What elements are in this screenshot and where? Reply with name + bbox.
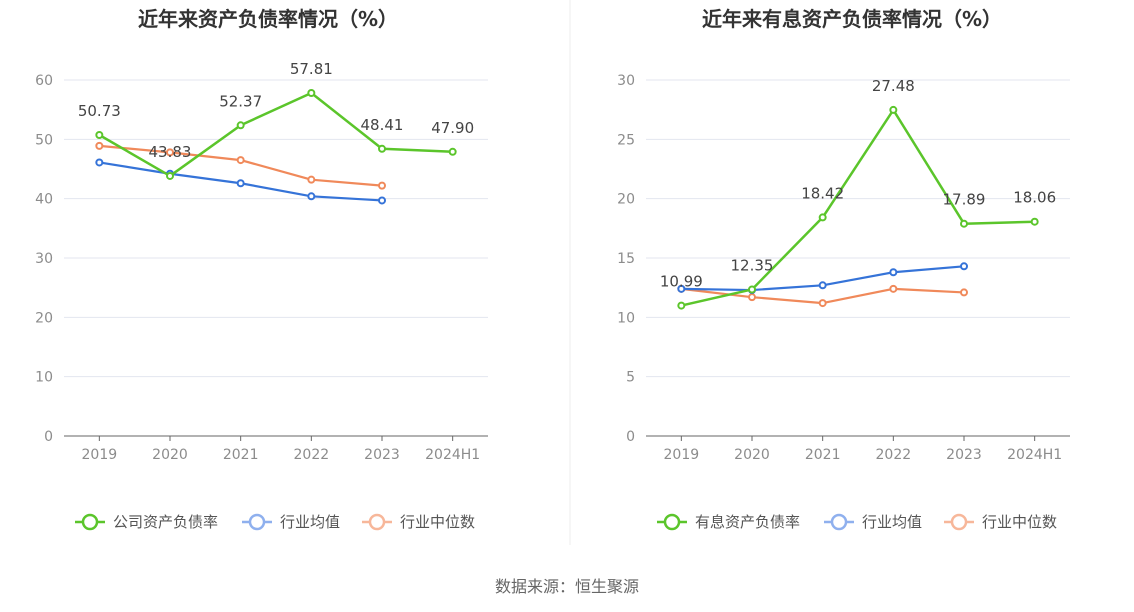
x-tick-label: 2020 <box>734 447 770 463</box>
y-tick-label: 30 <box>35 251 53 267</box>
y-tick-label: 30 <box>617 73 635 89</box>
y-tick-label: 15 <box>617 251 635 267</box>
data-point-company <box>166 171 174 180</box>
data-point-avg <box>307 192 316 201</box>
data-point-median <box>307 175 316 184</box>
data-point-company <box>448 147 457 156</box>
y-tick-label: 40 <box>35 192 53 208</box>
y-tick-label: 10 <box>35 370 53 386</box>
x-tick-label: 2019 <box>664 447 700 463</box>
x-tick-label: 2023 <box>364 447 400 463</box>
legend-item-avg: 行业均值 <box>242 513 340 531</box>
y-tick-label: 20 <box>617 192 635 208</box>
data-point-avg <box>889 268 898 277</box>
data-point-avg <box>378 196 386 205</box>
data-point-median <box>889 284 898 293</box>
data-label: 50.73 <box>78 102 121 120</box>
legend-label: 行业中位数 <box>400 513 475 531</box>
data-point-median <box>166 148 174 157</box>
chart-interest-bearing-debt-ratio: 近年来有息资产负债率情况（%） 0 5 10 15 20 25 30 2019 2020 2021 2… <box>617 7 1070 531</box>
data-point-median <box>95 141 104 150</box>
x-tick-label: 2024H1 <box>1007 447 1062 463</box>
x-tick-label: 2020 <box>152 447 188 463</box>
data-source: 数据来源：恒生聚源 <box>495 577 639 596</box>
data-point-company <box>1030 217 1039 226</box>
data-point-median <box>748 293 756 302</box>
legend-item-median: 行业中位数 <box>362 513 475 531</box>
data-point-median <box>236 156 245 165</box>
y-tick-label: 60 <box>35 73 53 89</box>
x-tick-label: 2021 <box>805 447 841 463</box>
data-point-company <box>307 88 316 97</box>
data-label: 52.37 <box>219 92 262 110</box>
data-point-company <box>889 105 898 114</box>
data-point-median <box>960 288 968 297</box>
x-tick-label: 2019 <box>82 447 118 463</box>
x-tick-label: 2021 <box>223 447 259 463</box>
legend-item-company: 公司资产负债率 <box>75 513 218 531</box>
data-label: 17.89 <box>943 191 986 209</box>
data-point-company <box>677 301 686 310</box>
data-point-avg <box>236 179 245 188</box>
data-label: 18.06 <box>1013 189 1056 207</box>
data-label: 18.42 <box>801 184 844 202</box>
legend-label: 有息资产负债率 <box>695 513 800 531</box>
legend-marker <box>368 513 386 531</box>
legend-marker <box>663 513 681 531</box>
y-tick-label: 25 <box>617 132 635 148</box>
data-label: 43.83 <box>149 143 192 161</box>
legend-item-median: 行业中位数 <box>944 513 1057 531</box>
data-point-company <box>95 131 104 140</box>
legend-item-company: 有息资产负债率 <box>657 513 800 531</box>
y-tick-label: 50 <box>35 132 53 148</box>
y-tick-label: 5 <box>626 370 635 386</box>
data-point-company <box>236 121 245 130</box>
data-point-median <box>818 299 827 308</box>
legend-label: 行业均值 <box>862 513 922 531</box>
y-tick-label: 20 <box>35 310 53 326</box>
data-label: 57.81 <box>290 60 333 78</box>
chart-debt-ratio: 近年来资产负债率情况（%） 0 10 20 30 40 50 60 2019 2020 2021 20… <box>35 7 488 531</box>
y-tick-label: 10 <box>617 310 635 326</box>
chart-title: 近年来有息资产负债率情况（%） <box>702 7 1002 31</box>
legend-marker <box>81 513 99 531</box>
x-tick-label: 2022 <box>294 447 330 463</box>
data-label: 10.99 <box>660 273 703 291</box>
data-point-company <box>818 213 827 222</box>
data-label: 48.41 <box>361 116 404 134</box>
series-line-company <box>98 91 453 178</box>
data-label: 27.48 <box>872 77 915 95</box>
data-point-avg <box>677 284 686 293</box>
x-tick-label: 2022 <box>876 447 912 463</box>
data-point-company <box>960 219 968 228</box>
series-line-company <box>681 108 1035 307</box>
chart-title: 近年来资产负债率情况（%） <box>138 7 398 31</box>
x-tick-label: 2024H1 <box>425 447 480 463</box>
legend-label: 公司资产负债率 <box>113 513 218 531</box>
data-point-avg <box>818 281 827 290</box>
x-tick-label: 2023 <box>946 447 982 463</box>
legend-label: 行业均值 <box>280 513 340 531</box>
legend-marker <box>830 513 848 531</box>
data-label: 47.90 <box>431 119 474 137</box>
legend-marker <box>950 513 968 531</box>
data-point-company <box>748 285 756 294</box>
data-point-median <box>378 181 386 190</box>
data-point-company <box>378 144 386 153</box>
legend-marker <box>248 513 266 531</box>
legend-item-avg: 行业均值 <box>824 513 922 531</box>
y-tick-label: 0 <box>44 429 53 445</box>
data-label: 12.35 <box>731 256 774 274</box>
y-tick-label: 0 <box>626 429 635 445</box>
legend-label: 行业中位数 <box>982 513 1057 531</box>
data-point-avg <box>95 158 104 167</box>
data-point-avg <box>960 262 968 271</box>
